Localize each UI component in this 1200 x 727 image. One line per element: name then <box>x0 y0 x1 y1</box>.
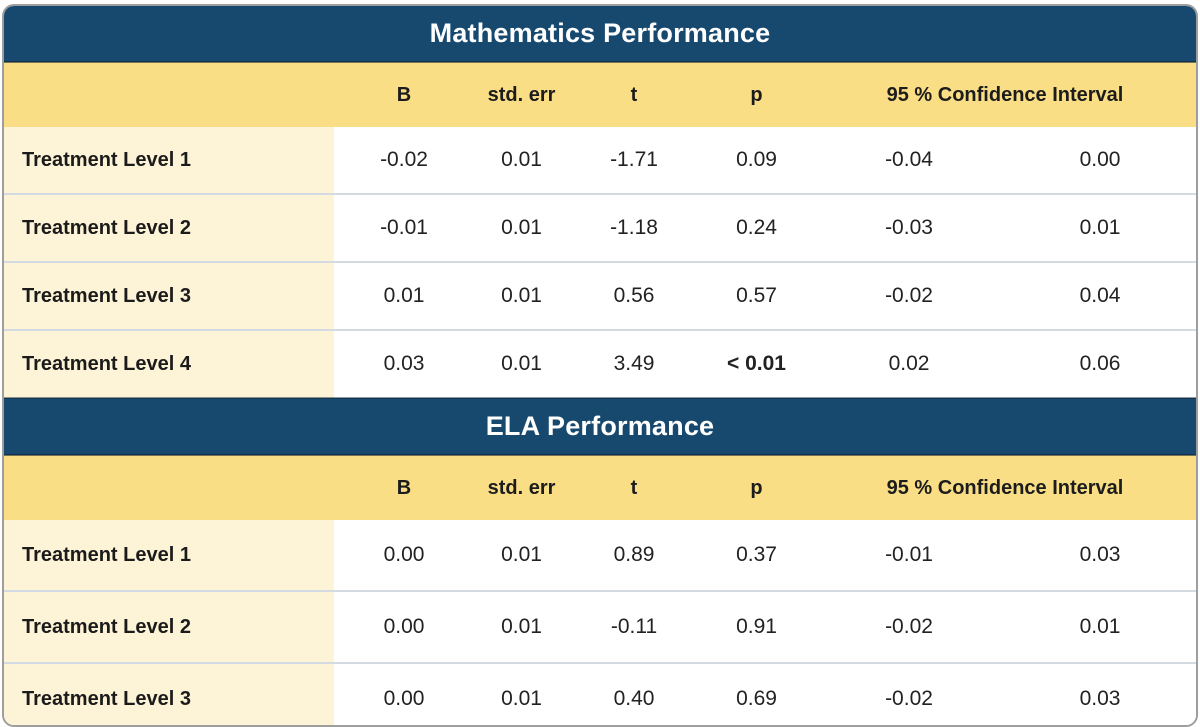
cell-p: 0.09 <box>699 127 814 194</box>
cell-p: 0.57 <box>699 261 814 330</box>
cell-p: 0.37 <box>699 520 814 591</box>
cell-p: 0.91 <box>699 590 814 663</box>
col-header-std-err: std. err <box>474 455 569 520</box>
section-title-row-ela: ELA Performance <box>4 397 1196 456</box>
cell-ci-high: 0.06 <box>1004 329 1196 398</box>
col-header-std-err: std. err <box>474 62 569 127</box>
table-row-ela-level-1: Treatment Level 1 0.00 0.01 0.89 0.37 -0… <box>4 520 1196 591</box>
cell-ci-high: 0.04 <box>1004 261 1196 330</box>
results-table: Mathematics Performance B std. err t p 9… <box>4 6 1196 725</box>
cell-b: 0.03 <box>334 329 474 398</box>
cell-std-err: 0.01 <box>474 127 569 194</box>
section-title-row-mathematics: Mathematics Performance <box>4 6 1196 63</box>
cell-ci-low: -0.01 <box>814 520 1004 591</box>
col-header-b: B <box>334 62 474 127</box>
cell-p: 0.24 <box>699 193 814 262</box>
cell-std-err: 0.01 <box>474 520 569 591</box>
table-row-math-level-4: Treatment Level 4 0.03 0.01 3.49 < 0.01 … <box>4 329 1196 398</box>
cell-t: -1.18 <box>569 193 699 262</box>
cell-b: 0.00 <box>334 590 474 663</box>
cell-t: 0.89 <box>569 520 699 591</box>
cell-p: 0.69 <box>699 662 814 725</box>
cell-b: 0.00 <box>334 520 474 591</box>
col-header-confidence-interval: 95 % Confidence Interval <box>814 455 1196 520</box>
cell-p: < 0.01 <box>699 329 814 398</box>
column-header-row-ela: B std. err t p 95 % Confidence Interval <box>4 455 1196 520</box>
cell-ci-low: -0.03 <box>814 193 1004 262</box>
cell-b: 0.01 <box>334 261 474 330</box>
cell-std-err: 0.01 <box>474 590 569 663</box>
cell-std-err: 0.01 <box>474 662 569 725</box>
table-row-math-level-2: Treatment Level 2 -0.01 0.01 -1.18 0.24 … <box>4 193 1196 262</box>
cell-t: -1.71 <box>569 127 699 194</box>
regression-results-panel: Mathematics Performance B std. err t p 9… <box>2 4 1198 727</box>
col-header-confidence-interval: 95 % Confidence Interval <box>814 62 1196 127</box>
cell-ci-high: 0.00 <box>1004 127 1196 194</box>
cell-ci-low: -0.02 <box>814 590 1004 663</box>
col-header-p: p <box>699 455 814 520</box>
cell-ci-low: -0.02 <box>814 662 1004 725</box>
row-label-header <box>4 455 334 520</box>
cell-std-err: 0.01 <box>474 193 569 262</box>
row-label: Treatment Level 2 <box>4 590 334 663</box>
row-label: Treatment Level 3 <box>4 662 334 725</box>
col-header-t: t <box>569 62 699 127</box>
row-label: Treatment Level 2 <box>4 193 334 262</box>
section-title-ela: ELA Performance <box>4 397 1196 456</box>
cell-b: 0.00 <box>334 662 474 725</box>
col-header-p: p <box>699 62 814 127</box>
cell-ci-low: -0.04 <box>814 127 1004 194</box>
table-row-ela-level-3: Treatment Level 3 0.00 0.01 0.40 0.69 -0… <box>4 662 1196 725</box>
section-title-mathematics: Mathematics Performance <box>4 6 1196 63</box>
cell-ci-low: -0.02 <box>814 261 1004 330</box>
col-header-t: t <box>569 455 699 520</box>
cell-b: -0.01 <box>334 193 474 262</box>
cell-t: 0.56 <box>569 261 699 330</box>
col-header-b: B <box>334 455 474 520</box>
cell-std-err: 0.01 <box>474 329 569 398</box>
row-label: Treatment Level 1 <box>4 127 334 194</box>
cell-std-err: 0.01 <box>474 261 569 330</box>
table-row-math-level-1: Treatment Level 1 -0.02 0.01 -1.71 0.09 … <box>4 127 1196 194</box>
row-label: Treatment Level 1 <box>4 520 334 591</box>
row-label: Treatment Level 3 <box>4 261 334 330</box>
row-label: Treatment Level 4 <box>4 329 334 398</box>
table-row-ela-level-2: Treatment Level 2 0.00 0.01 -0.11 0.91 -… <box>4 590 1196 663</box>
cell-ci-high: 0.03 <box>1004 520 1196 591</box>
cell-t: 3.49 <box>569 329 699 398</box>
cell-b: -0.02 <box>334 127 474 194</box>
column-header-row-mathematics: B std. err t p 95 % Confidence Interval <box>4 62 1196 127</box>
cell-ci-high: 0.01 <box>1004 590 1196 663</box>
cell-ci-high: 0.01 <box>1004 193 1196 262</box>
row-label-header <box>4 62 334 127</box>
cell-t: -0.11 <box>569 590 699 663</box>
cell-ci-high: 0.03 <box>1004 662 1196 725</box>
table-row-math-level-3: Treatment Level 3 0.01 0.01 0.56 0.57 -0… <box>4 261 1196 330</box>
cell-ci-low: 0.02 <box>814 329 1004 398</box>
cell-t: 0.40 <box>569 662 699 725</box>
